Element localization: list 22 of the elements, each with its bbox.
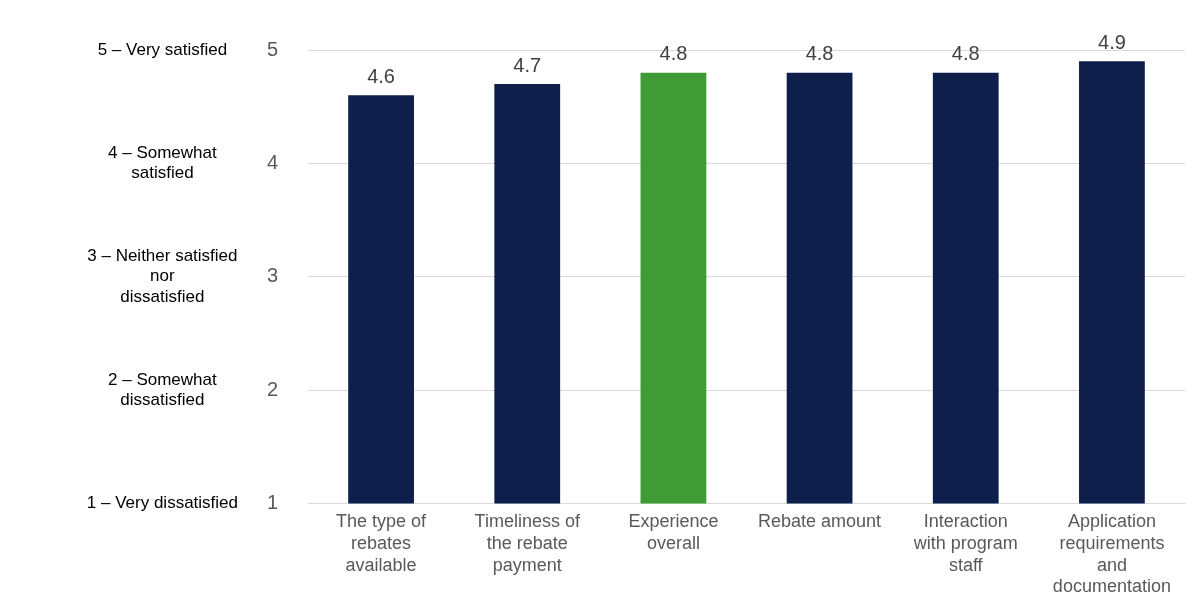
data-label: 4.9	[1098, 30, 1126, 53]
data-label: 4.8	[659, 42, 688, 65]
y-tick-label: 4	[266, 150, 278, 173]
x-tick-label: The type of rebates available	[336, 511, 428, 575]
y2-tick-label: 1 – Very dissatisfied	[86, 493, 239, 513]
y-tick-label: 3	[266, 264, 278, 287]
y2-tick-label: 3 – Neither satisfied nor dissatisfied	[87, 246, 238, 306]
y-tick-label: 5	[266, 37, 278, 60]
y2-tick-label: 2 – Somewhat dissatisfied	[108, 369, 218, 410]
x-tick-label: Timeliness of the rebate payment	[474, 511, 581, 575]
x-tick-label: Rebate amount	[758, 511, 882, 532]
data-label: 4.6	[367, 64, 395, 87]
x-tick-label: Interaction with program staff	[912, 511, 1018, 575]
y-tick-label: 2	[266, 377, 278, 400]
y2-tick-label: 4 – Somewhat satisfied	[108, 142, 218, 183]
data-label: 4.8	[805, 42, 834, 65]
y2-tick-label: 5 – Very satisfied	[97, 39, 228, 59]
x-tick-label: Application requirements and documentation	[1052, 511, 1171, 597]
x-tick-label: Experience overall	[628, 511, 719, 553]
data-label: 4.8	[951, 42, 980, 65]
data-label: 4.7	[513, 53, 542, 76]
y-tick-label: 1	[266, 491, 278, 514]
